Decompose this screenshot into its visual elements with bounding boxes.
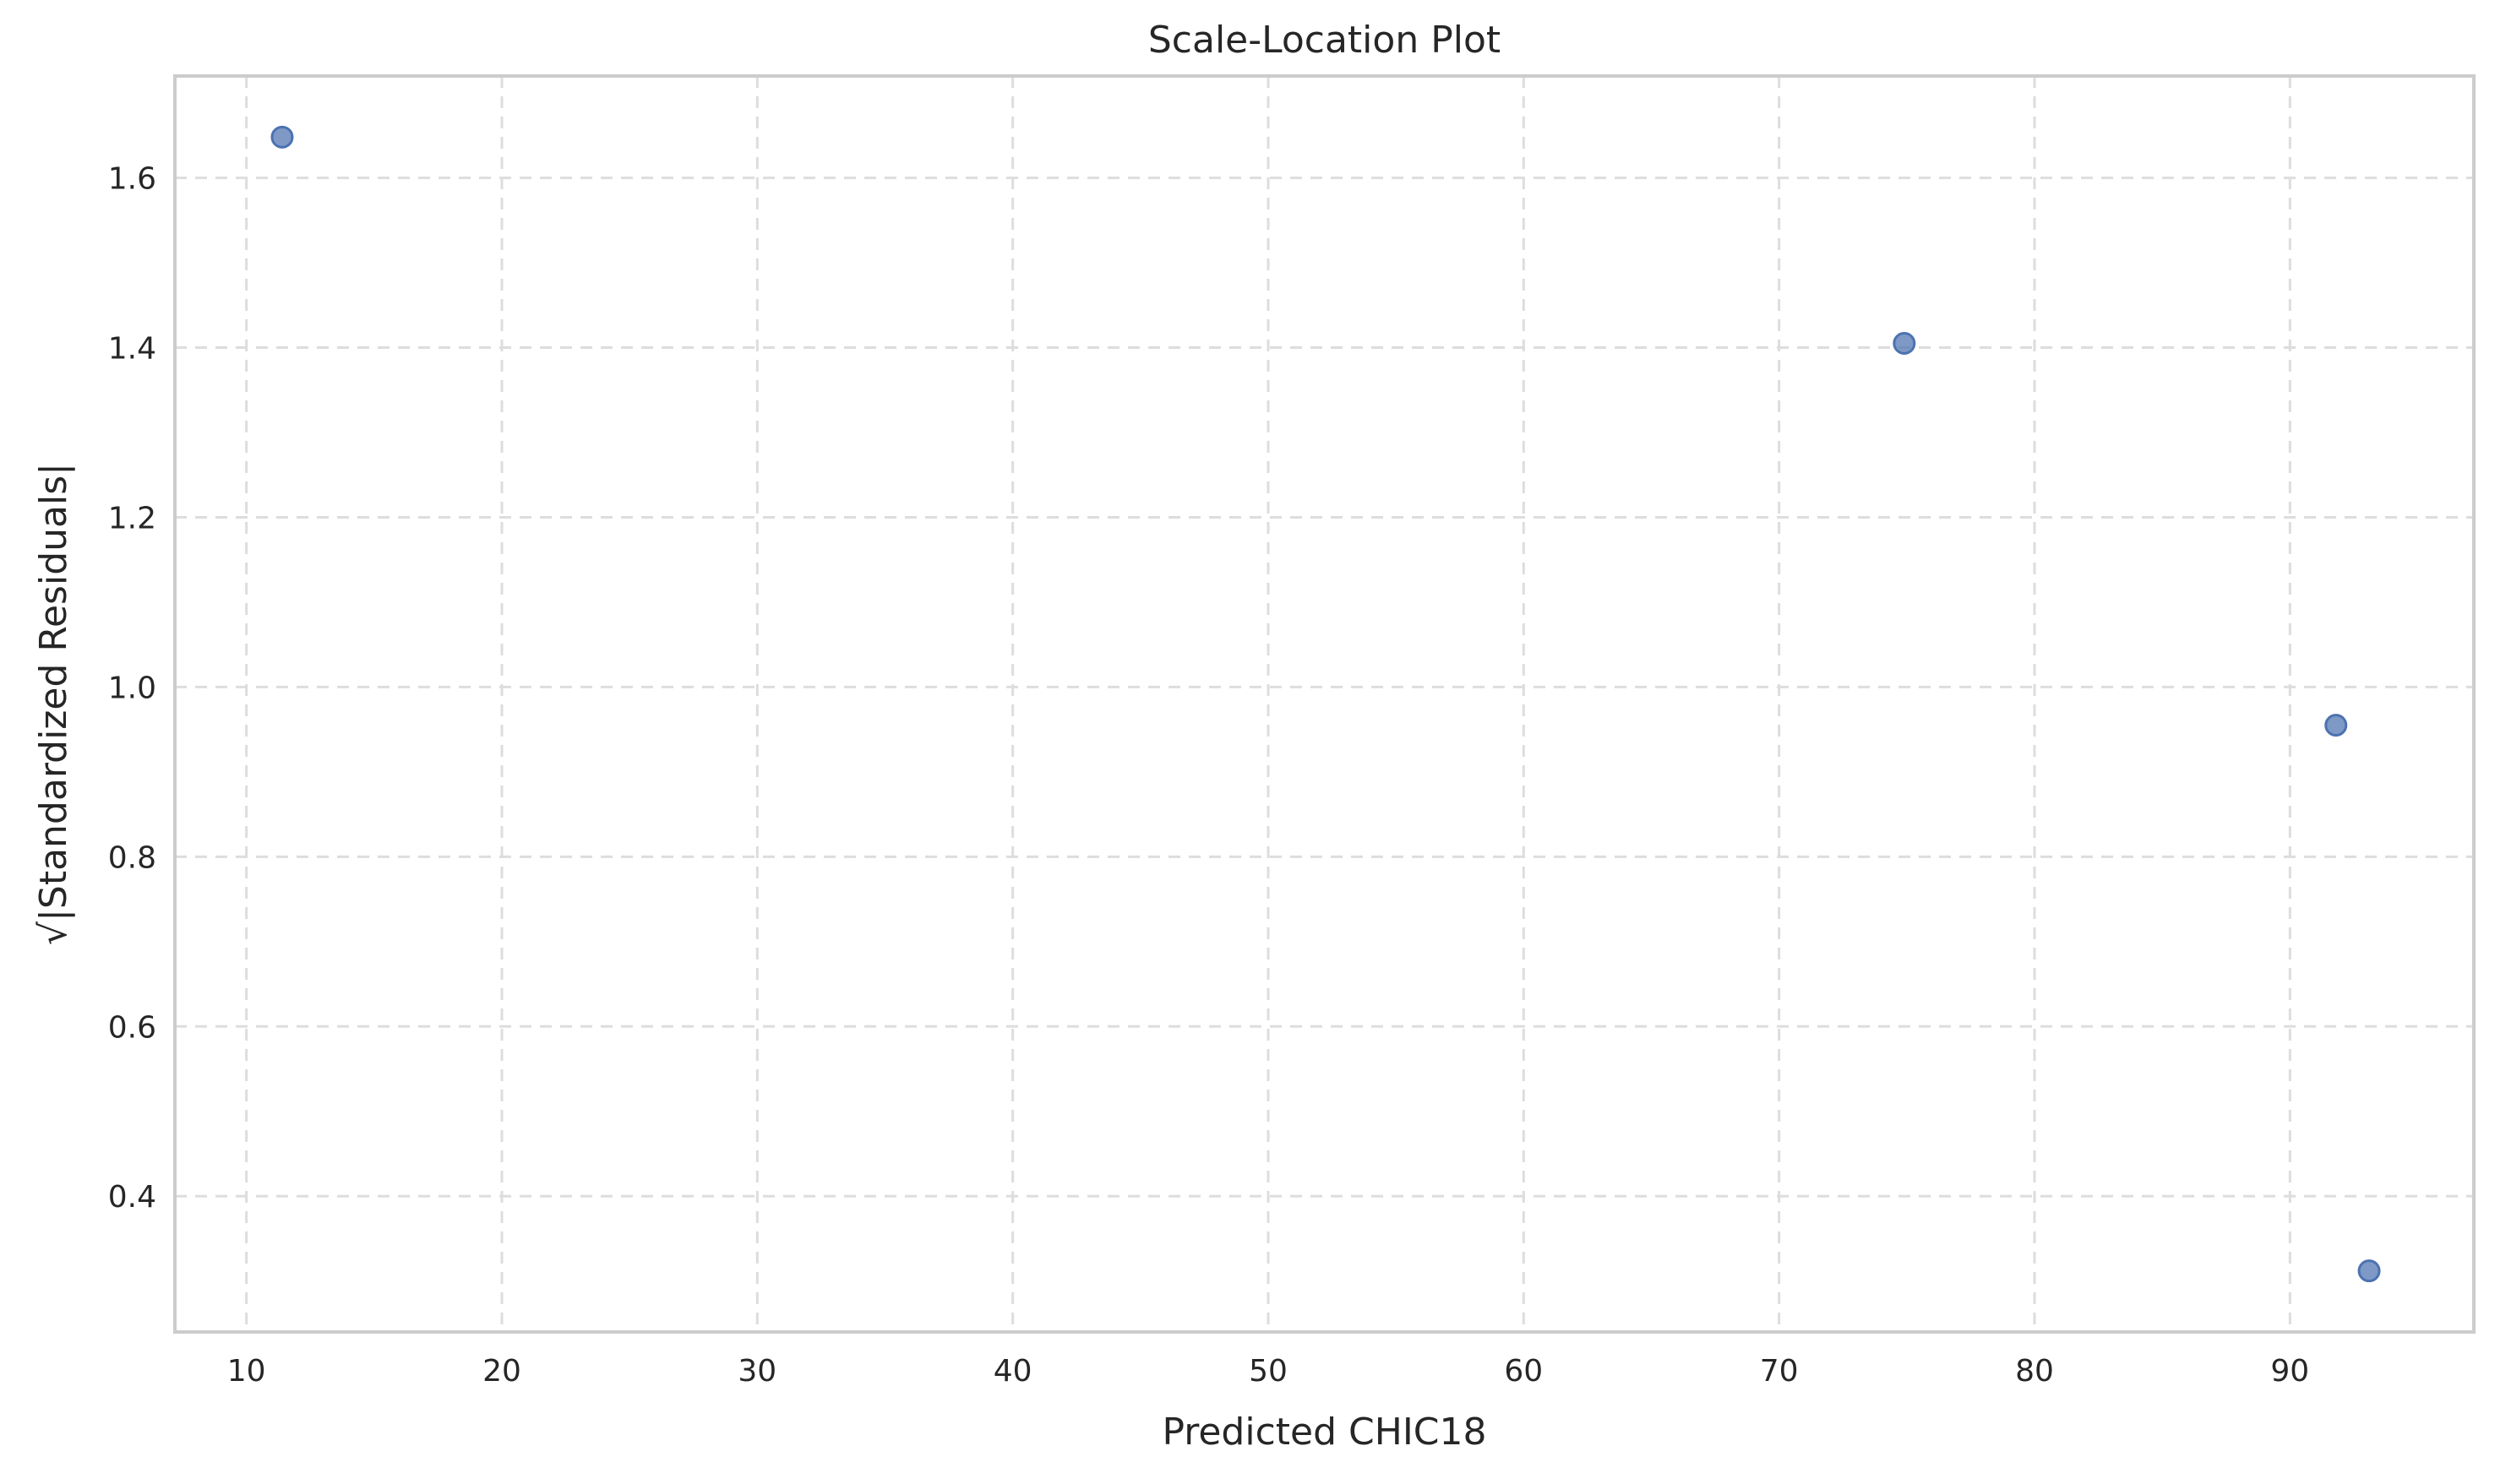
x-tick-label: 40 [994,1354,1032,1389]
y-tick-label: 1.6 [108,162,156,197]
y-tick-label: 0.6 [108,1010,156,1045]
grid-layer [175,76,2474,1332]
y-tick-label: 1.0 [108,671,156,705]
x-tick-label: 60 [1504,1354,1543,1389]
x-tick-label: 20 [482,1354,521,1389]
data-point [2357,1259,2381,1283]
x-axis-label: Predicted CHIC18 [1162,1411,1486,1454]
x-tick-label: 10 [227,1354,266,1389]
chart-title: Scale-Location Plot [1148,19,1501,62]
points-layer [270,125,2381,1283]
y-tick-label: 0.4 [108,1180,156,1215]
y-tick-label: 0.8 [108,840,156,875]
plot-frame [173,74,2476,1334]
data-point [2324,714,2348,737]
x-tick-label: 30 [738,1354,776,1389]
x-tick-label: 50 [1249,1354,1288,1389]
data-point [1893,331,1916,355]
x-tick-label: 90 [2270,1354,2309,1389]
y-axis-label: √|Standardized Residuals| [32,463,75,945]
x-tick-labels: 10 20 30 40 50 60 70 80 90 [227,1354,2309,1389]
x-tick-label: 80 [2015,1354,2054,1389]
y-tick-labels: 0.4 0.6 0.8 1.0 1.2 1.4 1.6 [108,162,156,1215]
data-point [270,125,294,149]
x-tick-label: 70 [1760,1354,1799,1389]
y-tick-label: 1.2 [108,501,156,535]
y-tick-label: 1.4 [108,332,156,367]
